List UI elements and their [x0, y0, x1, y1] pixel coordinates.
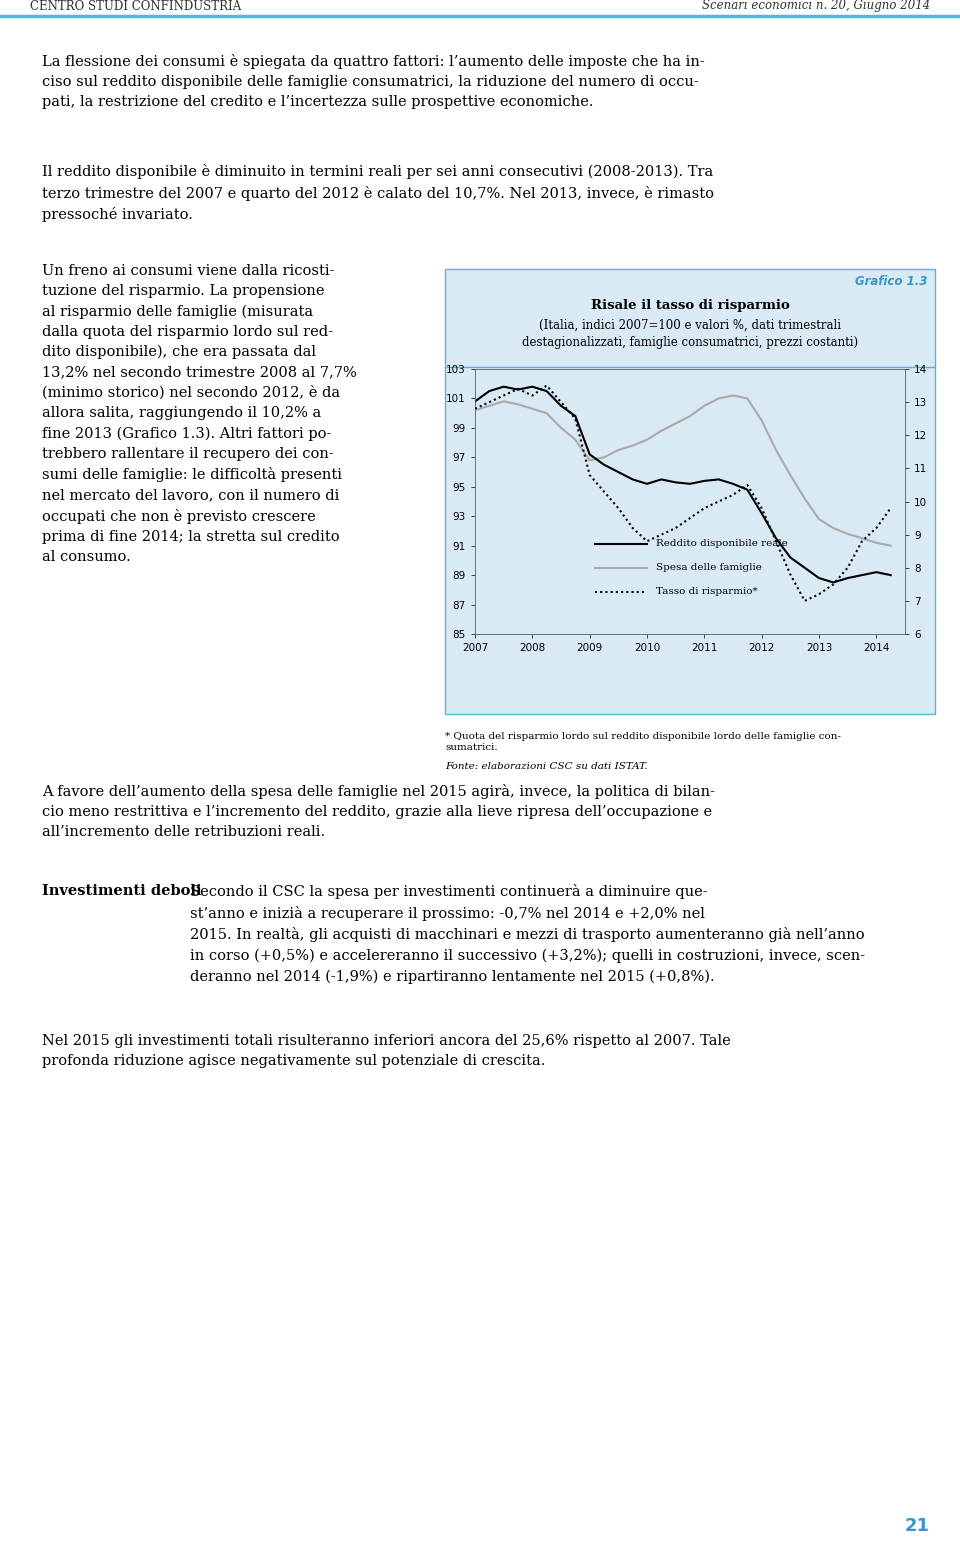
Text: Risale il tasso di risparmio: Risale il tasso di risparmio [590, 300, 789, 312]
Text: 21: 21 [905, 1518, 930, 1535]
Text: Il reddito disponibile è diminuito in termini reali per sei anni consecutivi (20: Il reddito disponibile è diminuito in te… [42, 164, 714, 222]
Text: Tasso di risparmio*: Tasso di risparmio* [656, 587, 757, 596]
Text: Secondo il CSC la spesa per investimenti continuerà a diminuire que-
st’anno e i: Secondo il CSC la spesa per investimenti… [190, 885, 865, 984]
Text: Investimenti deboli: Investimenti deboli [42, 885, 202, 899]
Text: A favore dell’aumento della spesa delle famiglie nel 2015 agirà, invece, la poli: A favore dell’aumento della spesa delle … [42, 784, 715, 838]
Text: Nel 2015 gli investimenti totali risulteranno inferiori ancora del 25,6% rispett: Nel 2015 gli investimenti totali risulte… [42, 1034, 731, 1068]
Text: Grafico 1.3: Grafico 1.3 [854, 275, 927, 289]
Text: (Italia, indici 2007=100 e valori %, dati trimestrali
destagionalizzati, famigli: (Italia, indici 2007=100 e valori %, dat… [522, 320, 858, 349]
Text: Un freno ai consumi viene dalla ricosti-
tuzione del risparmio. La propensione
a: Un freno ai consumi viene dalla ricosti-… [42, 264, 357, 564]
Text: Reddito disponibile reale: Reddito disponibile reale [656, 539, 787, 548]
Text: Spesa delle famiglie: Spesa delle famiglie [656, 564, 761, 573]
Text: CENTRO STUDI CONFINDUSTRIA: CENTRO STUDI CONFINDUSTRIA [30, 0, 241, 12]
Text: La flessione dei consumi è spiegata da quattro fattori: l’aumento delle imposte : La flessione dei consumi è spiegata da q… [42, 54, 705, 110]
Text: Fonte: elaborazioni CSC su dati ISTAT.: Fonte: elaborazioni CSC su dati ISTAT. [445, 763, 648, 770]
Text: * Quota del risparmio lordo sul reddito disponibile lordo delle famiglie con-
su: * Quota del risparmio lordo sul reddito … [445, 732, 841, 752]
Text: Scenari economici n. 20, Giugno 2014: Scenari economici n. 20, Giugno 2014 [702, 0, 930, 12]
FancyBboxPatch shape [445, 269, 935, 713]
